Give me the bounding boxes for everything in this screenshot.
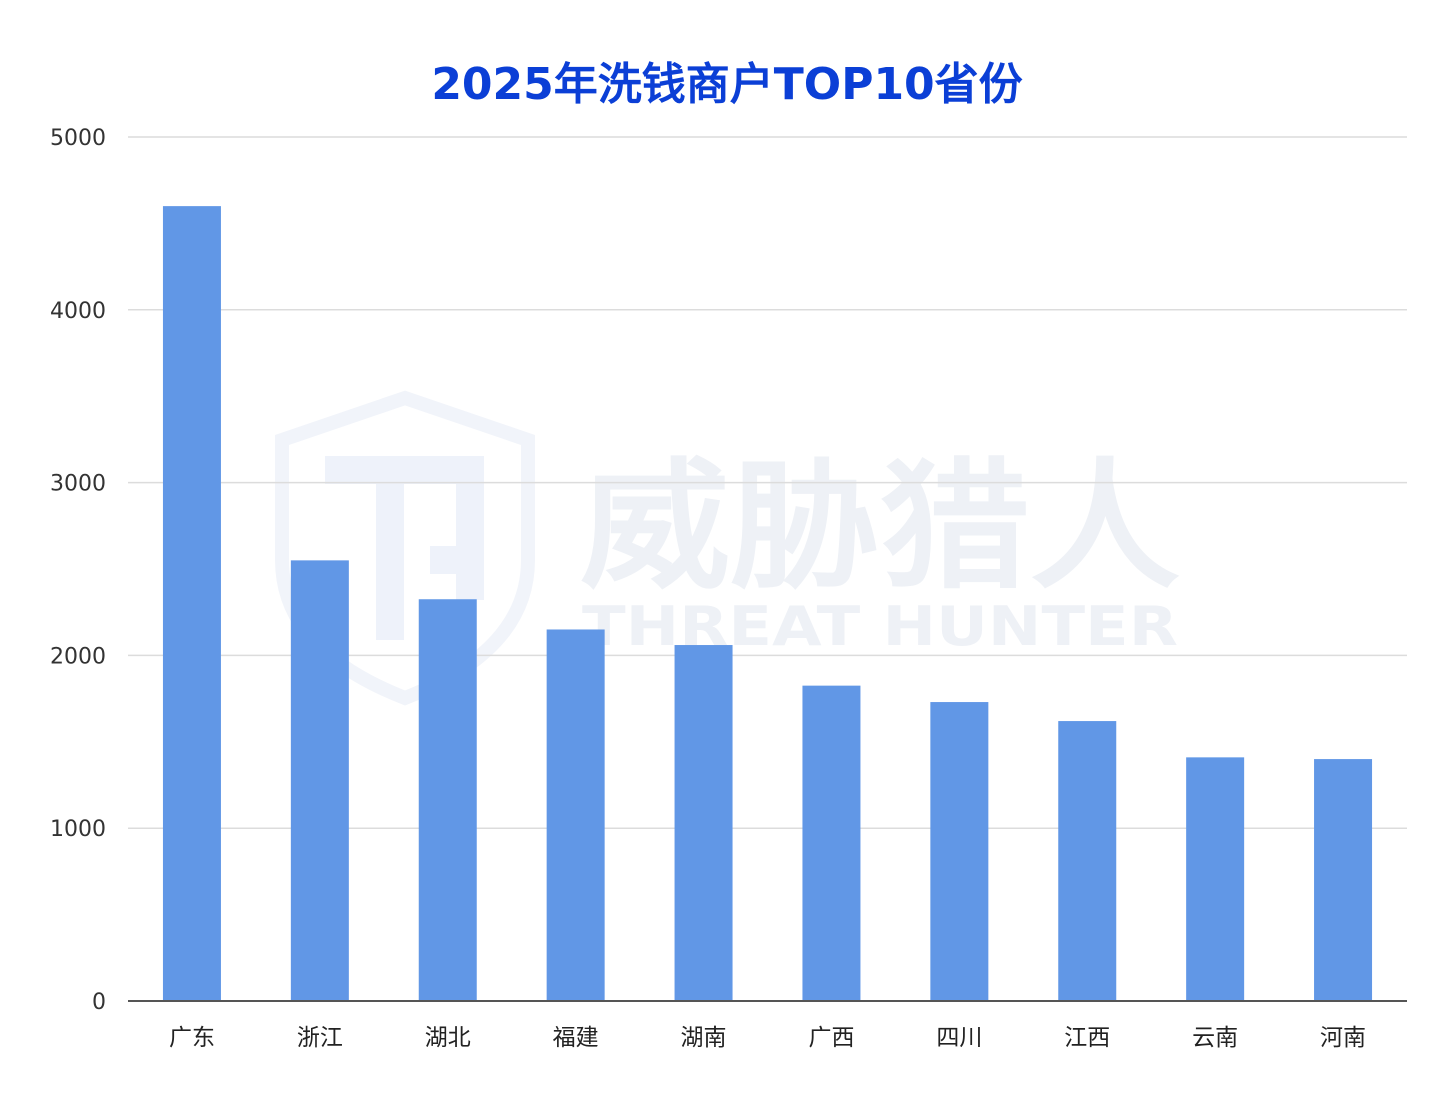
- x-tick-label: 湖北: [425, 1025, 471, 1051]
- bar-9: [1314, 759, 1373, 1001]
- bar-6: [930, 702, 989, 1001]
- y-tick-label: 5000: [50, 126, 106, 151]
- watermark: 威胁猎人 THREAT HUNTER: [275, 390, 1180, 706]
- x-tick-label: 福建: [553, 1025, 599, 1051]
- x-tick-label: 河南: [1320, 1025, 1366, 1051]
- bar-5: [802, 685, 861, 1001]
- bar-3: [546, 629, 605, 1001]
- y-tick-label: 4000: [50, 299, 106, 324]
- y-axis-ticks: 0 1000 2000 3000 4000 5000: [50, 126, 106, 1015]
- x-tick-label: 广东: [169, 1025, 215, 1051]
- y-tick-label: 2000: [50, 644, 106, 669]
- watermark-name-cn: 威胁猎人: [580, 446, 1180, 609]
- y-tick-label: 0: [92, 990, 106, 1015]
- x-axis-ticks: 广东 浙江 湖北 福建 湖南 广西 四川 江西 云南 河南: [169, 1025, 1366, 1051]
- bar-4: [674, 645, 733, 1001]
- y-tick-label: 3000: [50, 472, 106, 497]
- chart-title: 2025年洗钱商户TOP10省份: [431, 59, 1023, 110]
- x-tick-label: 湖南: [681, 1025, 727, 1051]
- y-tick-label: 1000: [50, 817, 106, 842]
- bar-8: [1186, 757, 1245, 1001]
- x-tick-label: 云南: [1192, 1025, 1238, 1051]
- x-tick-label: 四川: [936, 1025, 982, 1051]
- watermark-name-en: THREAT HUNTER: [582, 595, 1178, 658]
- bar-2: [418, 599, 477, 1001]
- shield-th-logo-icon: [275, 390, 535, 706]
- bar-1: [290, 560, 349, 1001]
- bar-7: [1058, 721, 1117, 1001]
- bar-0: [162, 206, 221, 1001]
- bars: [162, 206, 1373, 1001]
- x-tick-label: 广西: [808, 1025, 854, 1051]
- x-tick-label: 浙江: [297, 1025, 343, 1051]
- x-tick-label: 江西: [1064, 1025, 1110, 1051]
